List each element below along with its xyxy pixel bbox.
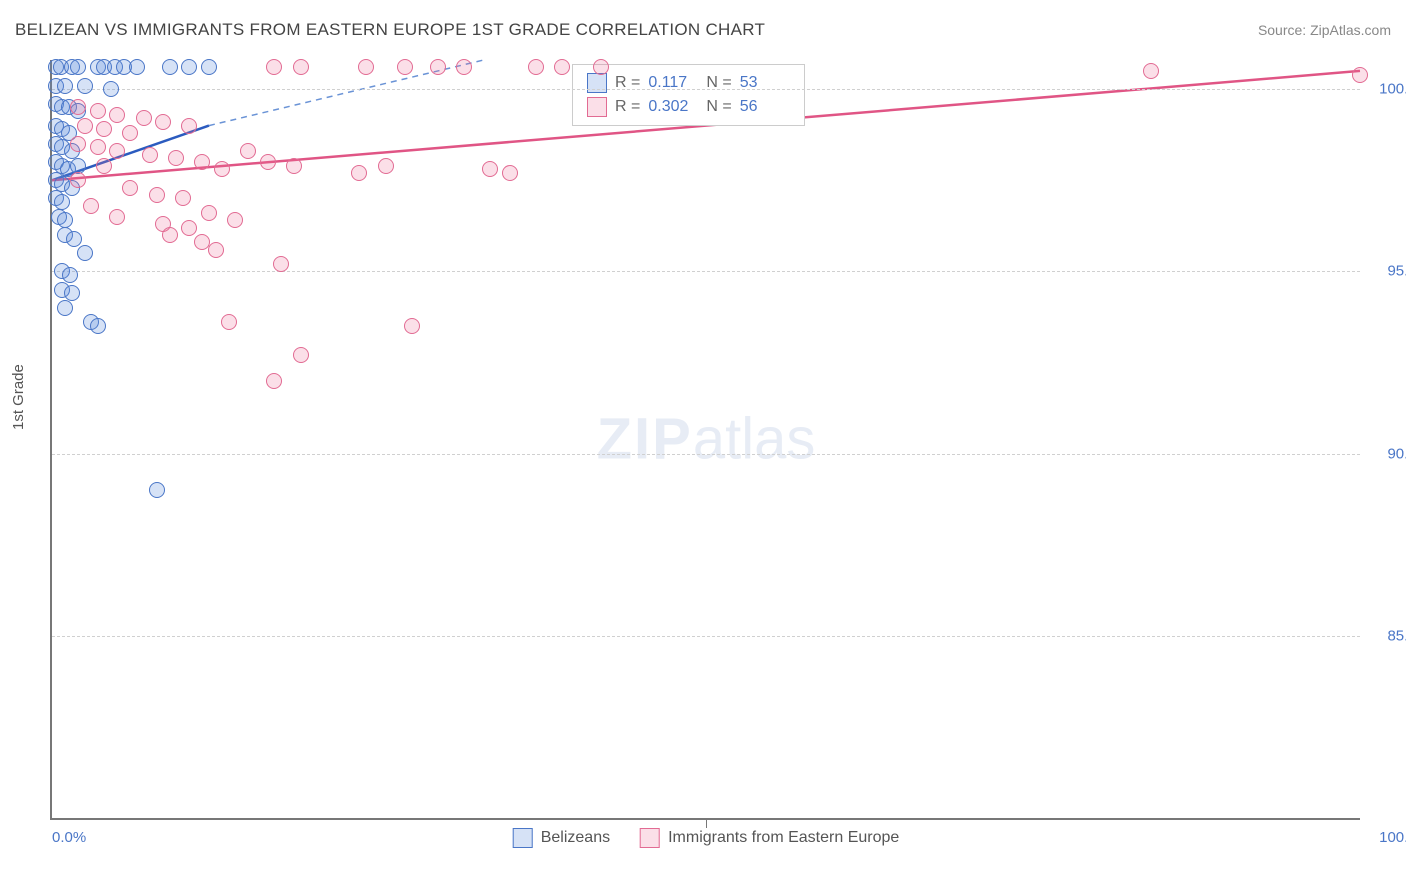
data-point	[502, 165, 518, 181]
y-tick-label: 95.0%	[1370, 263, 1406, 280]
stats-legend: R = 0.117 N = 53 R = 0.302 N = 56	[572, 64, 805, 126]
swatch-eastern-europe	[640, 828, 660, 848]
r-value-eastern-europe: 0.302	[648, 98, 698, 116]
data-point	[109, 107, 125, 123]
data-point	[77, 78, 93, 94]
data-point	[1143, 63, 1159, 79]
data-point	[208, 242, 224, 258]
data-point	[194, 154, 210, 170]
data-point	[129, 59, 145, 75]
data-point	[181, 118, 197, 134]
data-point	[66, 231, 82, 247]
data-point	[149, 187, 165, 203]
data-point	[155, 114, 171, 130]
legend-item-belizeans: Belizeans	[513, 828, 610, 848]
data-point	[83, 198, 99, 214]
data-point	[240, 143, 256, 159]
x-tick-label-max: 100.0%	[1379, 829, 1406, 846]
source-label: Source: ZipAtlas.com	[1258, 22, 1391, 38]
gridline	[52, 636, 1360, 637]
data-point	[168, 150, 184, 166]
gridline	[52, 454, 1360, 455]
data-point	[57, 300, 73, 316]
data-point	[109, 143, 125, 159]
y-axis-label: 1st Grade	[10, 364, 27, 430]
swatch-eastern-europe	[587, 97, 607, 117]
data-point	[430, 59, 446, 75]
legend-item-eastern-europe: Immigrants from Eastern Europe	[640, 828, 899, 848]
legend-label-belizeans: Belizeans	[541, 829, 610, 847]
data-point	[273, 256, 289, 272]
data-point	[358, 59, 374, 75]
gridline	[52, 89, 1360, 90]
data-point	[122, 180, 138, 196]
data-point	[70, 99, 86, 115]
data-point	[62, 267, 78, 283]
data-point	[221, 314, 237, 330]
data-point	[397, 59, 413, 75]
data-point	[149, 482, 165, 498]
data-point	[181, 59, 197, 75]
data-point	[109, 209, 125, 225]
data-point	[201, 59, 217, 75]
data-point	[70, 136, 86, 152]
data-point	[162, 227, 178, 243]
data-point	[175, 190, 191, 206]
data-point	[70, 172, 86, 188]
data-point	[593, 59, 609, 75]
data-point	[351, 165, 367, 181]
y-tick-label: 90.0%	[1370, 445, 1406, 462]
data-point	[90, 103, 106, 119]
data-point	[293, 347, 309, 363]
data-point	[96, 158, 112, 174]
data-point	[77, 118, 93, 134]
n-value-eastern-europe: 56	[740, 98, 790, 116]
data-point	[404, 318, 420, 334]
data-point	[90, 139, 106, 155]
data-point	[90, 318, 106, 334]
data-point	[227, 212, 243, 228]
stats-row-eastern-europe: R = 0.302 N = 56	[587, 95, 790, 119]
r-label: R =	[615, 98, 640, 116]
data-point	[378, 158, 394, 174]
data-point	[103, 81, 119, 97]
series-legend: Belizeans Immigrants from Eastern Europe	[513, 828, 900, 848]
data-point	[162, 59, 178, 75]
data-point	[136, 110, 152, 126]
data-point	[57, 78, 73, 94]
data-point	[122, 125, 138, 141]
data-point	[70, 59, 86, 75]
x-tick	[706, 818, 707, 828]
data-point	[554, 59, 570, 75]
data-point	[260, 154, 276, 170]
n-label: N =	[706, 98, 731, 116]
data-point	[1352, 67, 1368, 83]
stats-row-belizeans: R = 0.117 N = 53	[587, 71, 790, 95]
swatch-belizeans	[513, 828, 533, 848]
data-point	[96, 121, 112, 137]
data-point	[64, 285, 80, 301]
data-point	[214, 161, 230, 177]
data-point	[266, 373, 282, 389]
legend-label-eastern-europe: Immigrants from Eastern Europe	[668, 829, 899, 847]
gridline	[52, 271, 1360, 272]
plot-area: ZIPatlas R = 0.117 N = 53 R = 0.302 N = …	[50, 60, 1360, 820]
data-point	[482, 161, 498, 177]
data-point	[286, 158, 302, 174]
data-point	[456, 59, 472, 75]
data-point	[266, 59, 282, 75]
data-point	[142, 147, 158, 163]
chart-title: BELIZEAN VS IMMIGRANTS FROM EASTERN EURO…	[15, 20, 765, 39]
data-point	[77, 245, 93, 261]
y-tick-label: 85.0%	[1370, 627, 1406, 644]
y-tick-label: 100.0%	[1370, 81, 1406, 98]
data-point	[181, 220, 197, 236]
data-point	[528, 59, 544, 75]
data-point	[201, 205, 217, 221]
trend-lines-layer	[52, 60, 1360, 818]
x-tick-label-min: 0.0%	[52, 829, 86, 846]
data-point	[293, 59, 309, 75]
